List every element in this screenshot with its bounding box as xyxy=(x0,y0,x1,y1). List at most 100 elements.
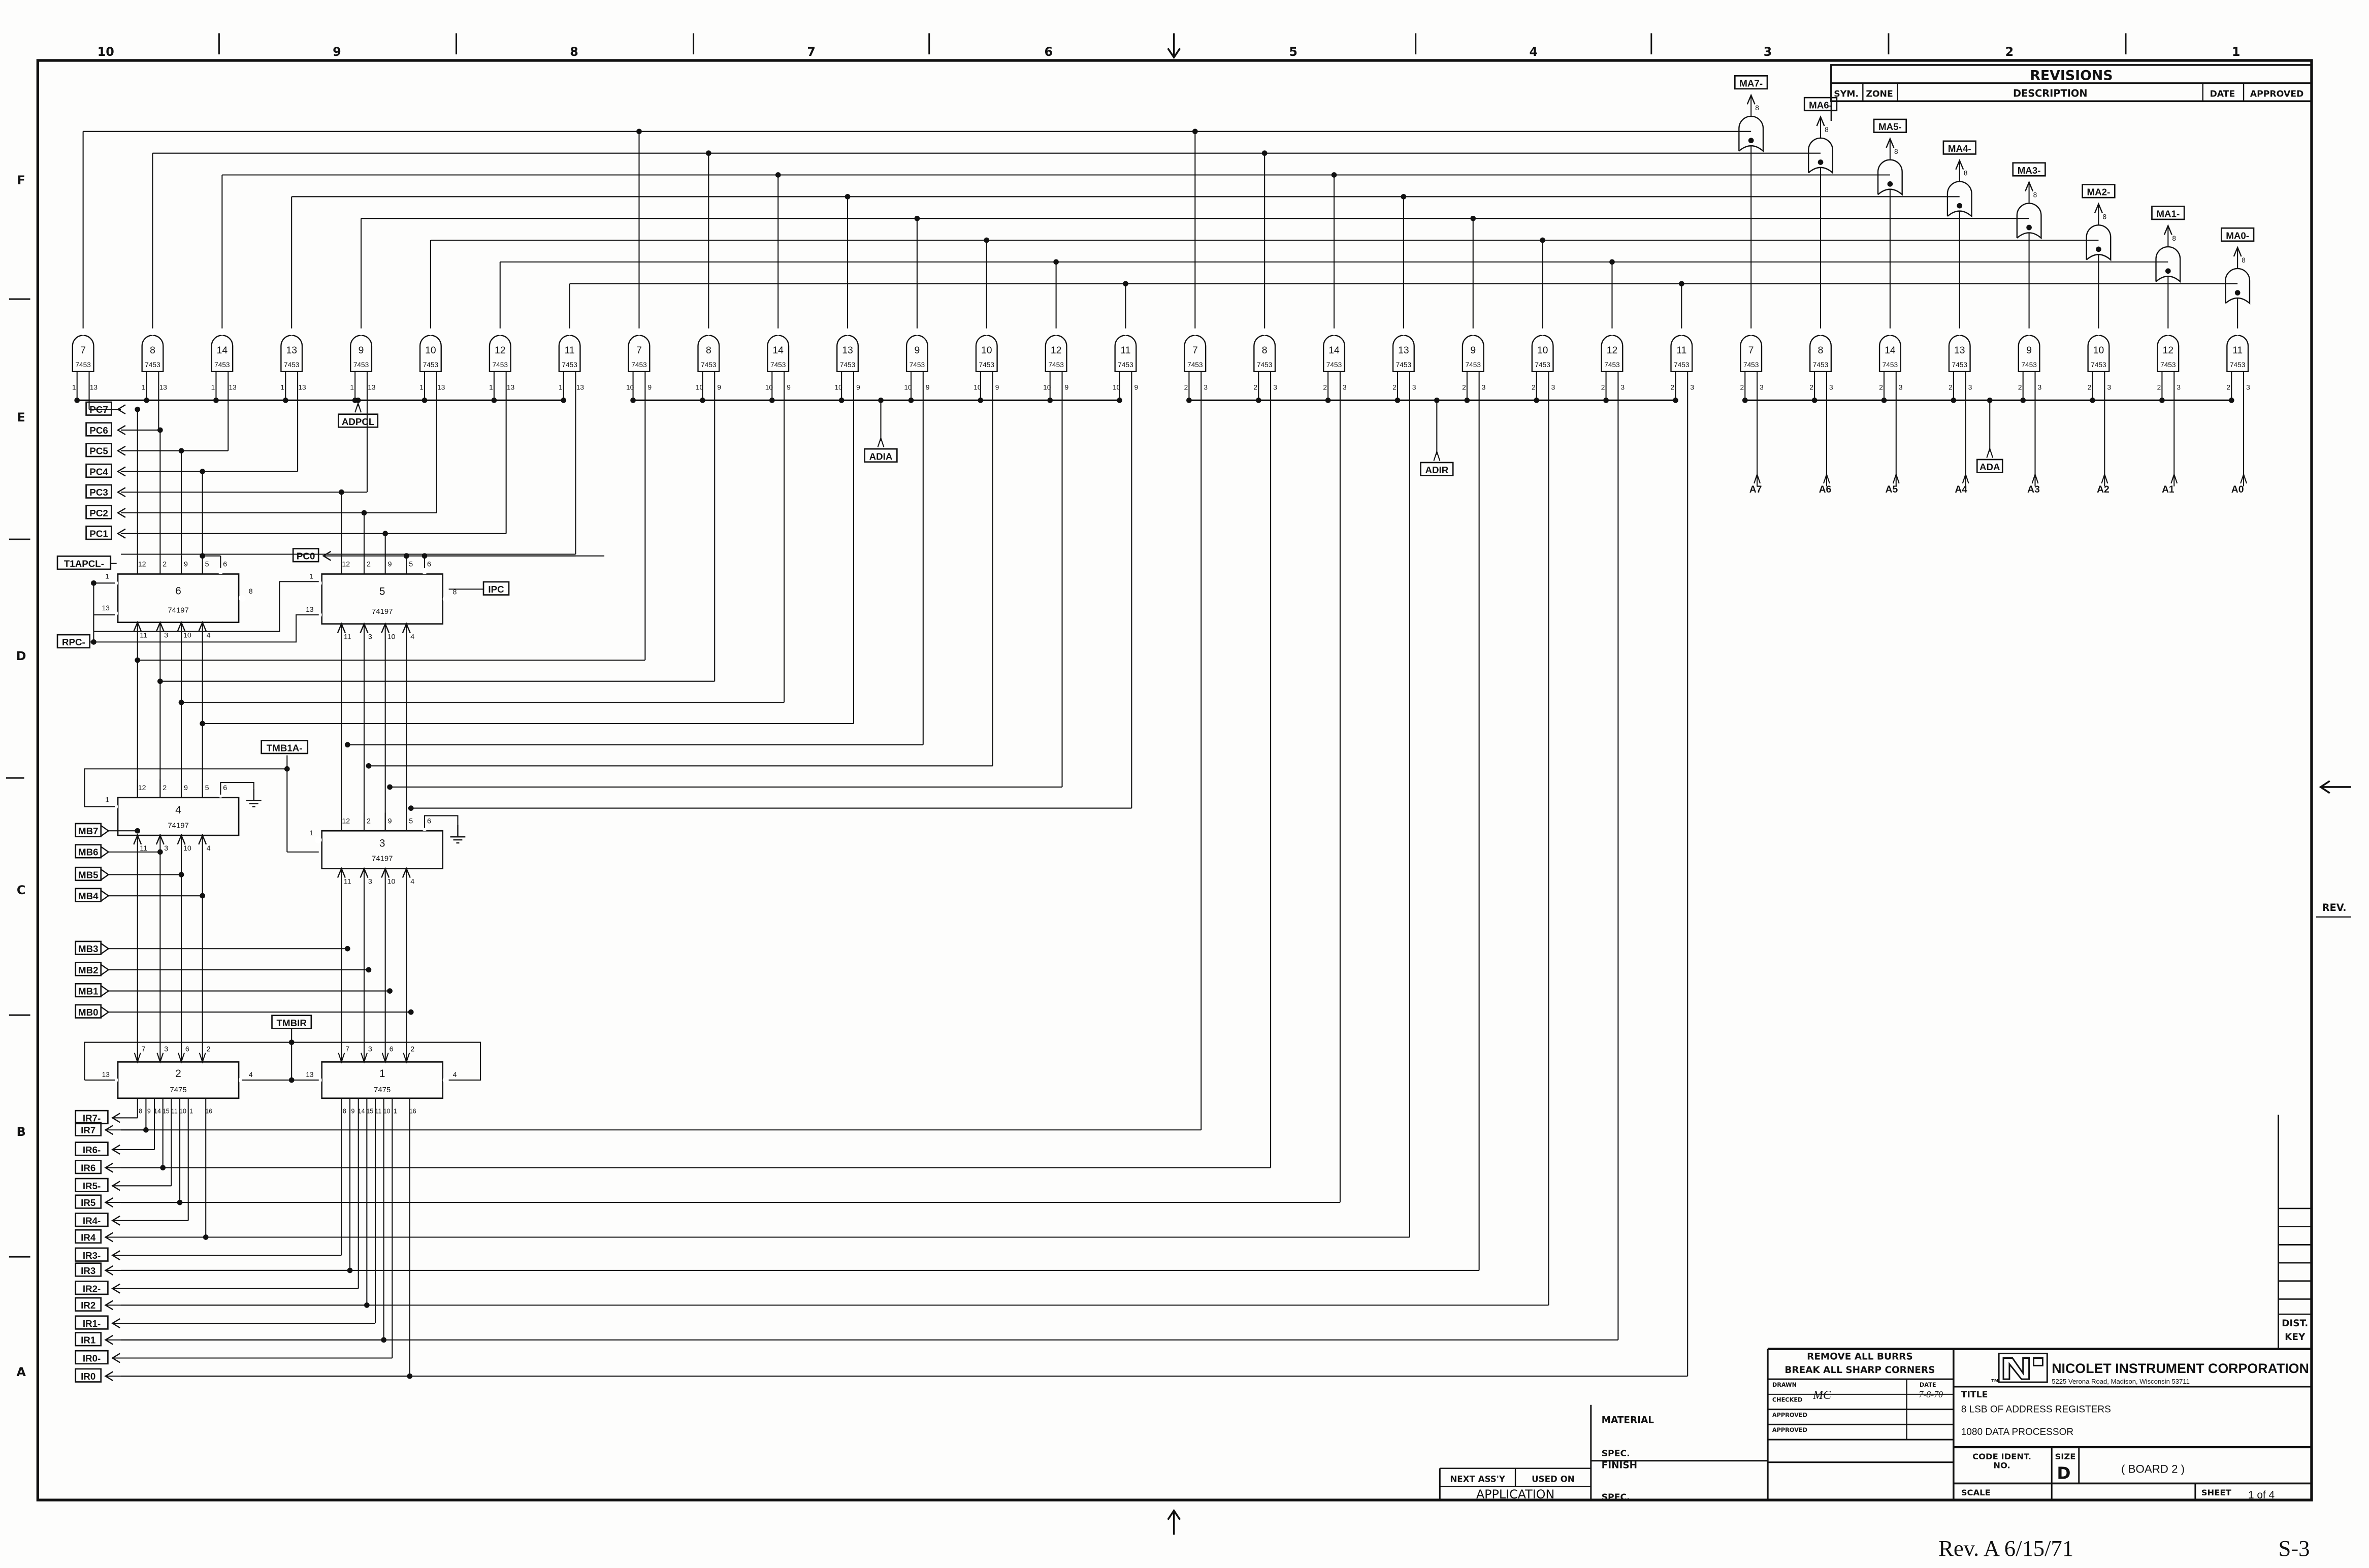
input-chevron-icon xyxy=(101,985,110,997)
gate-type: 7453 xyxy=(1743,361,1759,369)
pin-number: 3 xyxy=(1204,384,1208,391)
mb-input-label-box xyxy=(75,844,102,859)
inversion-bubble xyxy=(1261,328,1269,336)
tmb1a-signal-label-box xyxy=(261,739,309,755)
gate-type: 7453 xyxy=(2230,361,2245,369)
nand-gate-body xyxy=(1253,335,1276,373)
ir-output-label-box xyxy=(75,1229,102,1244)
center-arrow-top-icon xyxy=(1167,33,1181,59)
pin-number: 1 xyxy=(309,829,313,837)
gate-type: 7453 xyxy=(1257,361,1272,369)
pc-output-label-box xyxy=(85,484,112,499)
gate-number: 9 xyxy=(359,345,364,356)
arrow-icon xyxy=(116,445,126,456)
input-mark-icon xyxy=(877,436,885,447)
nand-gate-body xyxy=(1184,335,1207,373)
gate-type: 7453 xyxy=(423,361,438,369)
pin-number: 8 xyxy=(1755,104,1759,112)
pin-number: 9 xyxy=(717,384,721,391)
inversion-bubble xyxy=(2234,328,2242,336)
wire xyxy=(93,614,319,643)
nand-gate-body xyxy=(558,335,581,373)
nand-gate-11: 11 7453 xyxy=(558,328,581,373)
pin-number: 10 xyxy=(973,384,982,391)
pin-number: 3 xyxy=(2246,384,2250,391)
junction-dot xyxy=(2234,290,2241,296)
gate-type: 7453 xyxy=(2091,361,2106,369)
or-gate-ma1 xyxy=(2155,246,2181,283)
pin-number: 2 xyxy=(2088,384,2092,391)
latch-body xyxy=(117,1061,240,1099)
arrow-icon xyxy=(1816,115,1825,126)
nand-gate-12: 12 7453 xyxy=(1601,328,1624,373)
junction-dot xyxy=(561,398,567,403)
gate-number: 7 xyxy=(636,345,642,356)
nand-gate-body xyxy=(905,335,928,373)
inversion-bubble xyxy=(442,1076,450,1084)
revisions-column-header: DATE xyxy=(2210,89,2235,99)
gate-number: 11 xyxy=(2232,345,2243,356)
pin-number: 3 xyxy=(1482,384,1486,391)
ma-output-label: MA6- xyxy=(1809,100,1832,110)
nand-gate-7: 7 7453 xyxy=(628,328,651,373)
input-chevron-icon xyxy=(101,942,110,955)
pin-number: 12 xyxy=(138,561,146,569)
mb-input-label: MB3 xyxy=(78,943,99,954)
mb-input-label-box xyxy=(75,1004,102,1019)
arrow-icon xyxy=(1886,137,1895,148)
ma-output-label: MA0- xyxy=(2226,230,2249,241)
wire xyxy=(220,781,254,795)
ir-output-label-box xyxy=(75,1262,102,1277)
ma-output-label-box xyxy=(1803,96,1838,112)
or-gate-body xyxy=(2155,246,2181,283)
input-chevron-icon xyxy=(101,890,110,902)
pin-number: 9 xyxy=(351,1108,355,1115)
bus-signal-label-box xyxy=(864,448,898,463)
inversion-bubble xyxy=(774,328,782,336)
pin-number: 11 xyxy=(171,1108,178,1115)
input-mark-icon xyxy=(1962,472,1969,484)
mb-input-label: MB0 xyxy=(78,1007,99,1018)
input-chevron-icon xyxy=(101,869,110,880)
arrow-icon xyxy=(116,404,126,415)
t1apcl-signal-label-box xyxy=(56,556,112,570)
ir-output-label-box xyxy=(75,1315,109,1330)
pin-number: 13 xyxy=(102,1071,110,1079)
gate-type: 7453 xyxy=(979,361,994,369)
or-gate-ma2 xyxy=(2086,224,2112,262)
gate-type: 7453 xyxy=(75,361,90,369)
nand-gate-body xyxy=(1670,335,1693,373)
ir-output-label: IR7- xyxy=(83,1113,101,1123)
ir-output-label: IR4- xyxy=(83,1216,101,1226)
pin-number: 4 xyxy=(410,633,414,641)
pc-output-label-box xyxy=(85,443,112,458)
ir-output-label: IR2- xyxy=(83,1283,101,1294)
nand-gate-12: 12 7453 xyxy=(489,328,511,373)
nand-gate-body xyxy=(1392,335,1415,373)
ir-output-label-box xyxy=(75,1178,109,1192)
nand-gate-body xyxy=(419,335,442,373)
nand-gate-13: 13 7453 xyxy=(1392,328,1415,373)
junction-dot xyxy=(407,1373,413,1379)
nicolet-logo xyxy=(1998,1353,2048,1383)
gate-type: 7453 xyxy=(2160,361,2176,369)
inversion-bubble xyxy=(288,328,296,336)
pin-number: 3 xyxy=(1343,384,1347,391)
pin-number: 1 xyxy=(211,384,215,391)
input-chevron-icon xyxy=(101,1006,110,1018)
pc-output-label: PC3 xyxy=(89,487,108,498)
junction-dot xyxy=(157,427,163,433)
ir-output-label-box xyxy=(75,1297,102,1312)
pin-number: 9 xyxy=(147,1108,151,1115)
nand-gate-body xyxy=(697,335,720,373)
nand-gate-body xyxy=(975,335,998,373)
pin-number: 10 xyxy=(626,384,634,391)
pin-number: 8 xyxy=(2103,213,2107,220)
inversion-bubble xyxy=(1191,328,1199,336)
pin-number: 13 xyxy=(159,384,167,391)
junction-dot xyxy=(177,1199,183,1205)
pc-output-label-box xyxy=(85,401,112,416)
pin-number: 3 xyxy=(1551,384,1555,391)
zone-column-label: 10 xyxy=(98,45,114,59)
